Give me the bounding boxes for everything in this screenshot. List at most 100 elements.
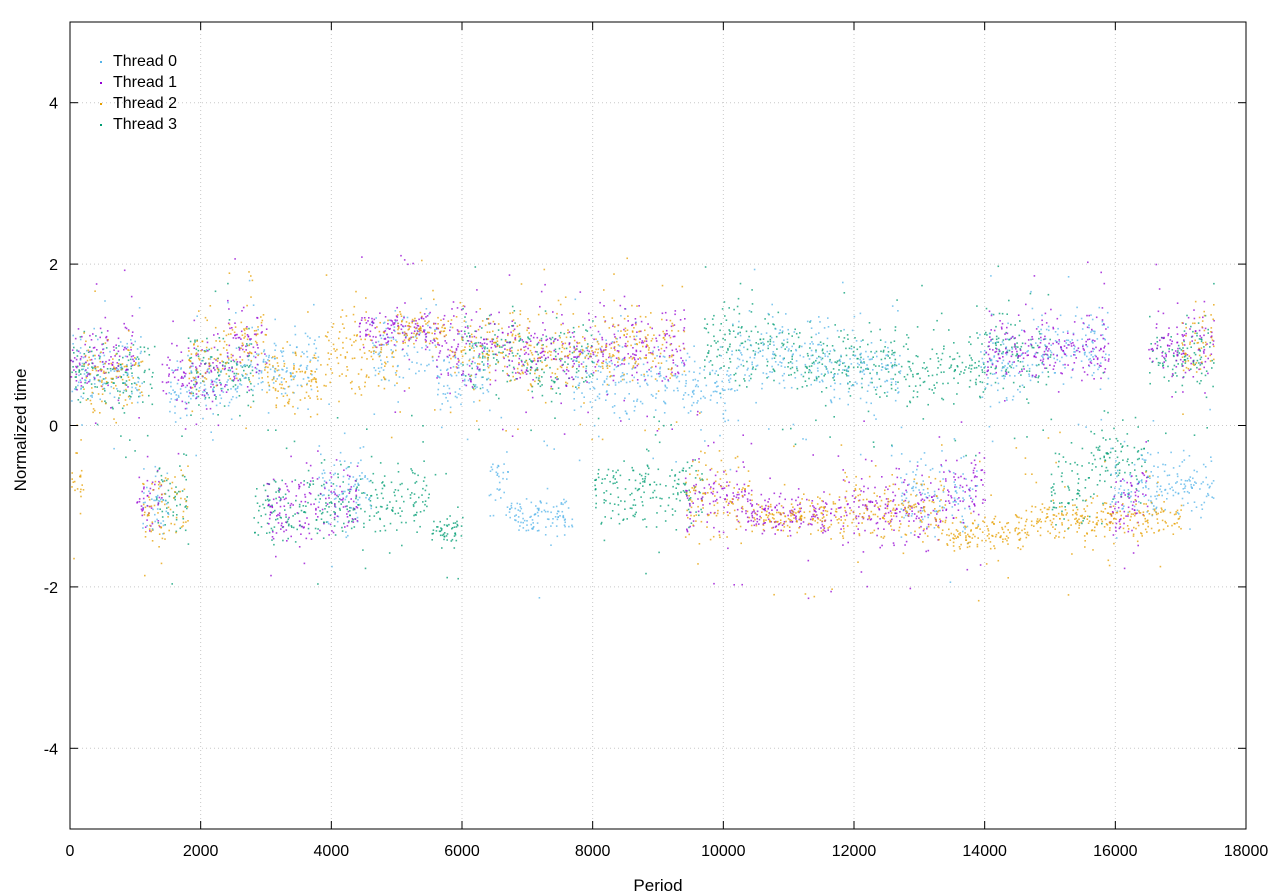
data-point [791,358,793,360]
data-point [456,329,459,331]
data-point [592,386,595,389]
data-point [1137,426,1139,428]
data-point [330,501,332,503]
data-point [603,499,606,501]
data-point [534,513,537,515]
data-point [1029,379,1032,382]
data-point [467,340,470,342]
data-point [929,469,932,471]
data-point [639,400,642,403]
data-point [773,323,775,326]
data-point [711,369,714,372]
data-point [817,362,819,365]
data-point [677,483,680,486]
data-point [523,353,526,355]
data-point [134,340,136,343]
data-point [854,337,856,339]
data-point [1082,344,1084,347]
data-point [132,358,134,361]
data-point [317,516,319,518]
data-point [639,350,642,353]
data-point [223,368,226,371]
data-point [622,374,625,377]
data-point [358,325,361,328]
data-point [394,512,397,515]
data-point [1098,306,1101,309]
data-point [382,322,385,324]
data-point [1006,338,1009,340]
data-point [174,421,177,423]
data-point [643,480,646,482]
data-point [157,500,160,502]
data-point [334,505,336,508]
data-point [91,366,93,368]
data-point [371,317,373,320]
data-point [502,344,504,347]
data-point [315,509,317,511]
data-point [334,504,336,506]
data-point [532,379,534,381]
data-point [197,395,200,398]
data-point [157,522,160,524]
data-point [677,371,679,374]
data-point [462,339,464,342]
data-point [125,456,127,459]
data-point [394,320,397,323]
data-point [478,355,480,357]
data-point [451,527,454,529]
data-point [184,372,187,375]
data-point [740,352,742,354]
data-point [79,379,82,381]
data-point [1204,314,1207,317]
data-point [336,520,339,523]
data-point [953,342,955,344]
data-point [671,371,673,374]
data-point [1057,327,1059,330]
data-point [569,336,572,338]
data-point [1017,360,1019,362]
data-point [125,380,128,382]
data-point [631,374,633,377]
data-point [642,518,644,521]
data-point [469,375,471,378]
data-point [1128,492,1130,494]
data-point [364,510,366,513]
data-point [411,361,413,363]
data-point [1040,355,1043,357]
data-point [394,372,397,374]
data-point [456,523,459,526]
data-point [498,351,500,354]
data-point [192,392,194,395]
data-point [471,345,474,347]
data-point [79,347,82,349]
data-point [782,379,785,382]
data-point [1091,340,1093,343]
data-point [590,381,593,383]
data-point [771,371,773,373]
data-point [887,351,890,353]
data-point [665,375,668,378]
data-point [1035,364,1038,366]
data-point [494,353,496,356]
data-point [606,393,608,396]
data-point [328,506,330,508]
data-point [923,452,926,454]
data-point [769,335,772,338]
data-point [1178,465,1181,467]
data-point [222,391,225,393]
data-point [1194,363,1196,366]
data-point [695,384,698,386]
data-point [481,343,484,345]
data-point [954,490,957,493]
data-point [867,343,869,346]
data-point [260,332,263,334]
data-point [437,388,440,391]
data-point [1116,469,1119,472]
data-point [750,344,753,347]
data-point [471,386,474,388]
data-point [99,355,102,358]
data-point [1098,449,1101,451]
data-point [1061,472,1063,474]
data-point [762,341,764,344]
data-point [663,350,666,352]
